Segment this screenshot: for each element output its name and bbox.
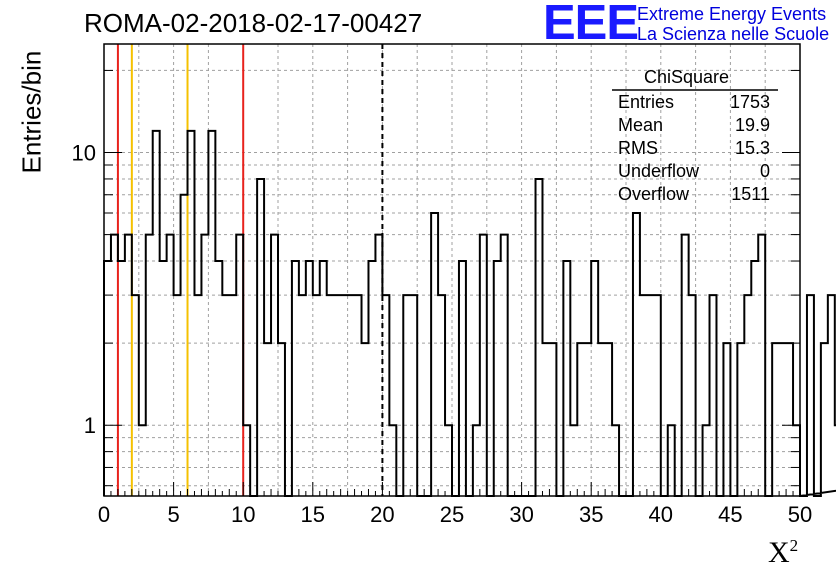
brand-line-1: Extreme Energy Events xyxy=(637,4,827,24)
stats-row-overflow: Overflow 1511 xyxy=(618,184,770,206)
chart-title: ROMA-02-2018-02-17-00427 xyxy=(84,8,423,38)
x-axis-label-text: X xyxy=(768,536,790,569)
stats-value: 15.3 xyxy=(734,138,770,158)
x-tick-label: 25 xyxy=(440,502,464,527)
x-tick-label: 40 xyxy=(649,502,673,527)
eee-logo: EEE xyxy=(543,0,639,50)
stats-row-rms: RMS 15.3 xyxy=(618,138,770,160)
stats-value: 1753 xyxy=(729,92,770,112)
y-axis-label: Entries/bin xyxy=(16,50,47,174)
stats-row-underflow: Underflow 0 xyxy=(618,161,770,183)
stats-label: Underflow xyxy=(618,161,700,181)
x-tick-label: 20 xyxy=(370,502,394,527)
stats-row-mean: Mean 19.9 xyxy=(618,115,770,137)
axis-ticks xyxy=(103,69,801,496)
x-axis-label: X2 xyxy=(768,536,798,570)
stats-value: 1511 xyxy=(731,184,770,204)
y-tick-label: 10 xyxy=(72,141,96,166)
stats-label: Overflow xyxy=(618,184,690,204)
x-tick-label: 5 xyxy=(167,502,179,527)
x-tick-label: 10 xyxy=(231,502,255,527)
stats-label: RMS xyxy=(618,138,658,158)
x-tick-label: 45 xyxy=(718,502,742,527)
histogram-step-line xyxy=(103,129,836,497)
x-axis-label-superscript: 2 xyxy=(789,536,799,555)
y-tick-label: 1 xyxy=(84,413,96,438)
stats-value: 19.9 xyxy=(734,115,770,135)
stats-label: Mean xyxy=(618,115,664,135)
axis-tick-labels: 0 5 10 15 20 25 30 35 40 45 50 1 10 xyxy=(72,141,813,527)
x-tick-label: 0 xyxy=(98,502,110,527)
x-tick-label: 15 xyxy=(301,502,325,527)
stats-label: Entries xyxy=(618,92,675,112)
x-tick-label: 30 xyxy=(509,502,533,527)
brand-line-2: La Scienza nelle Scuole xyxy=(637,24,830,44)
x-tick-label: 35 xyxy=(579,502,603,527)
stats-value: 0 xyxy=(759,161,770,181)
stats-row-entries: Entries 1753 xyxy=(618,92,770,114)
x-tick-label: 50 xyxy=(788,502,812,527)
stats-box-title: ChiSquare xyxy=(644,67,730,87)
